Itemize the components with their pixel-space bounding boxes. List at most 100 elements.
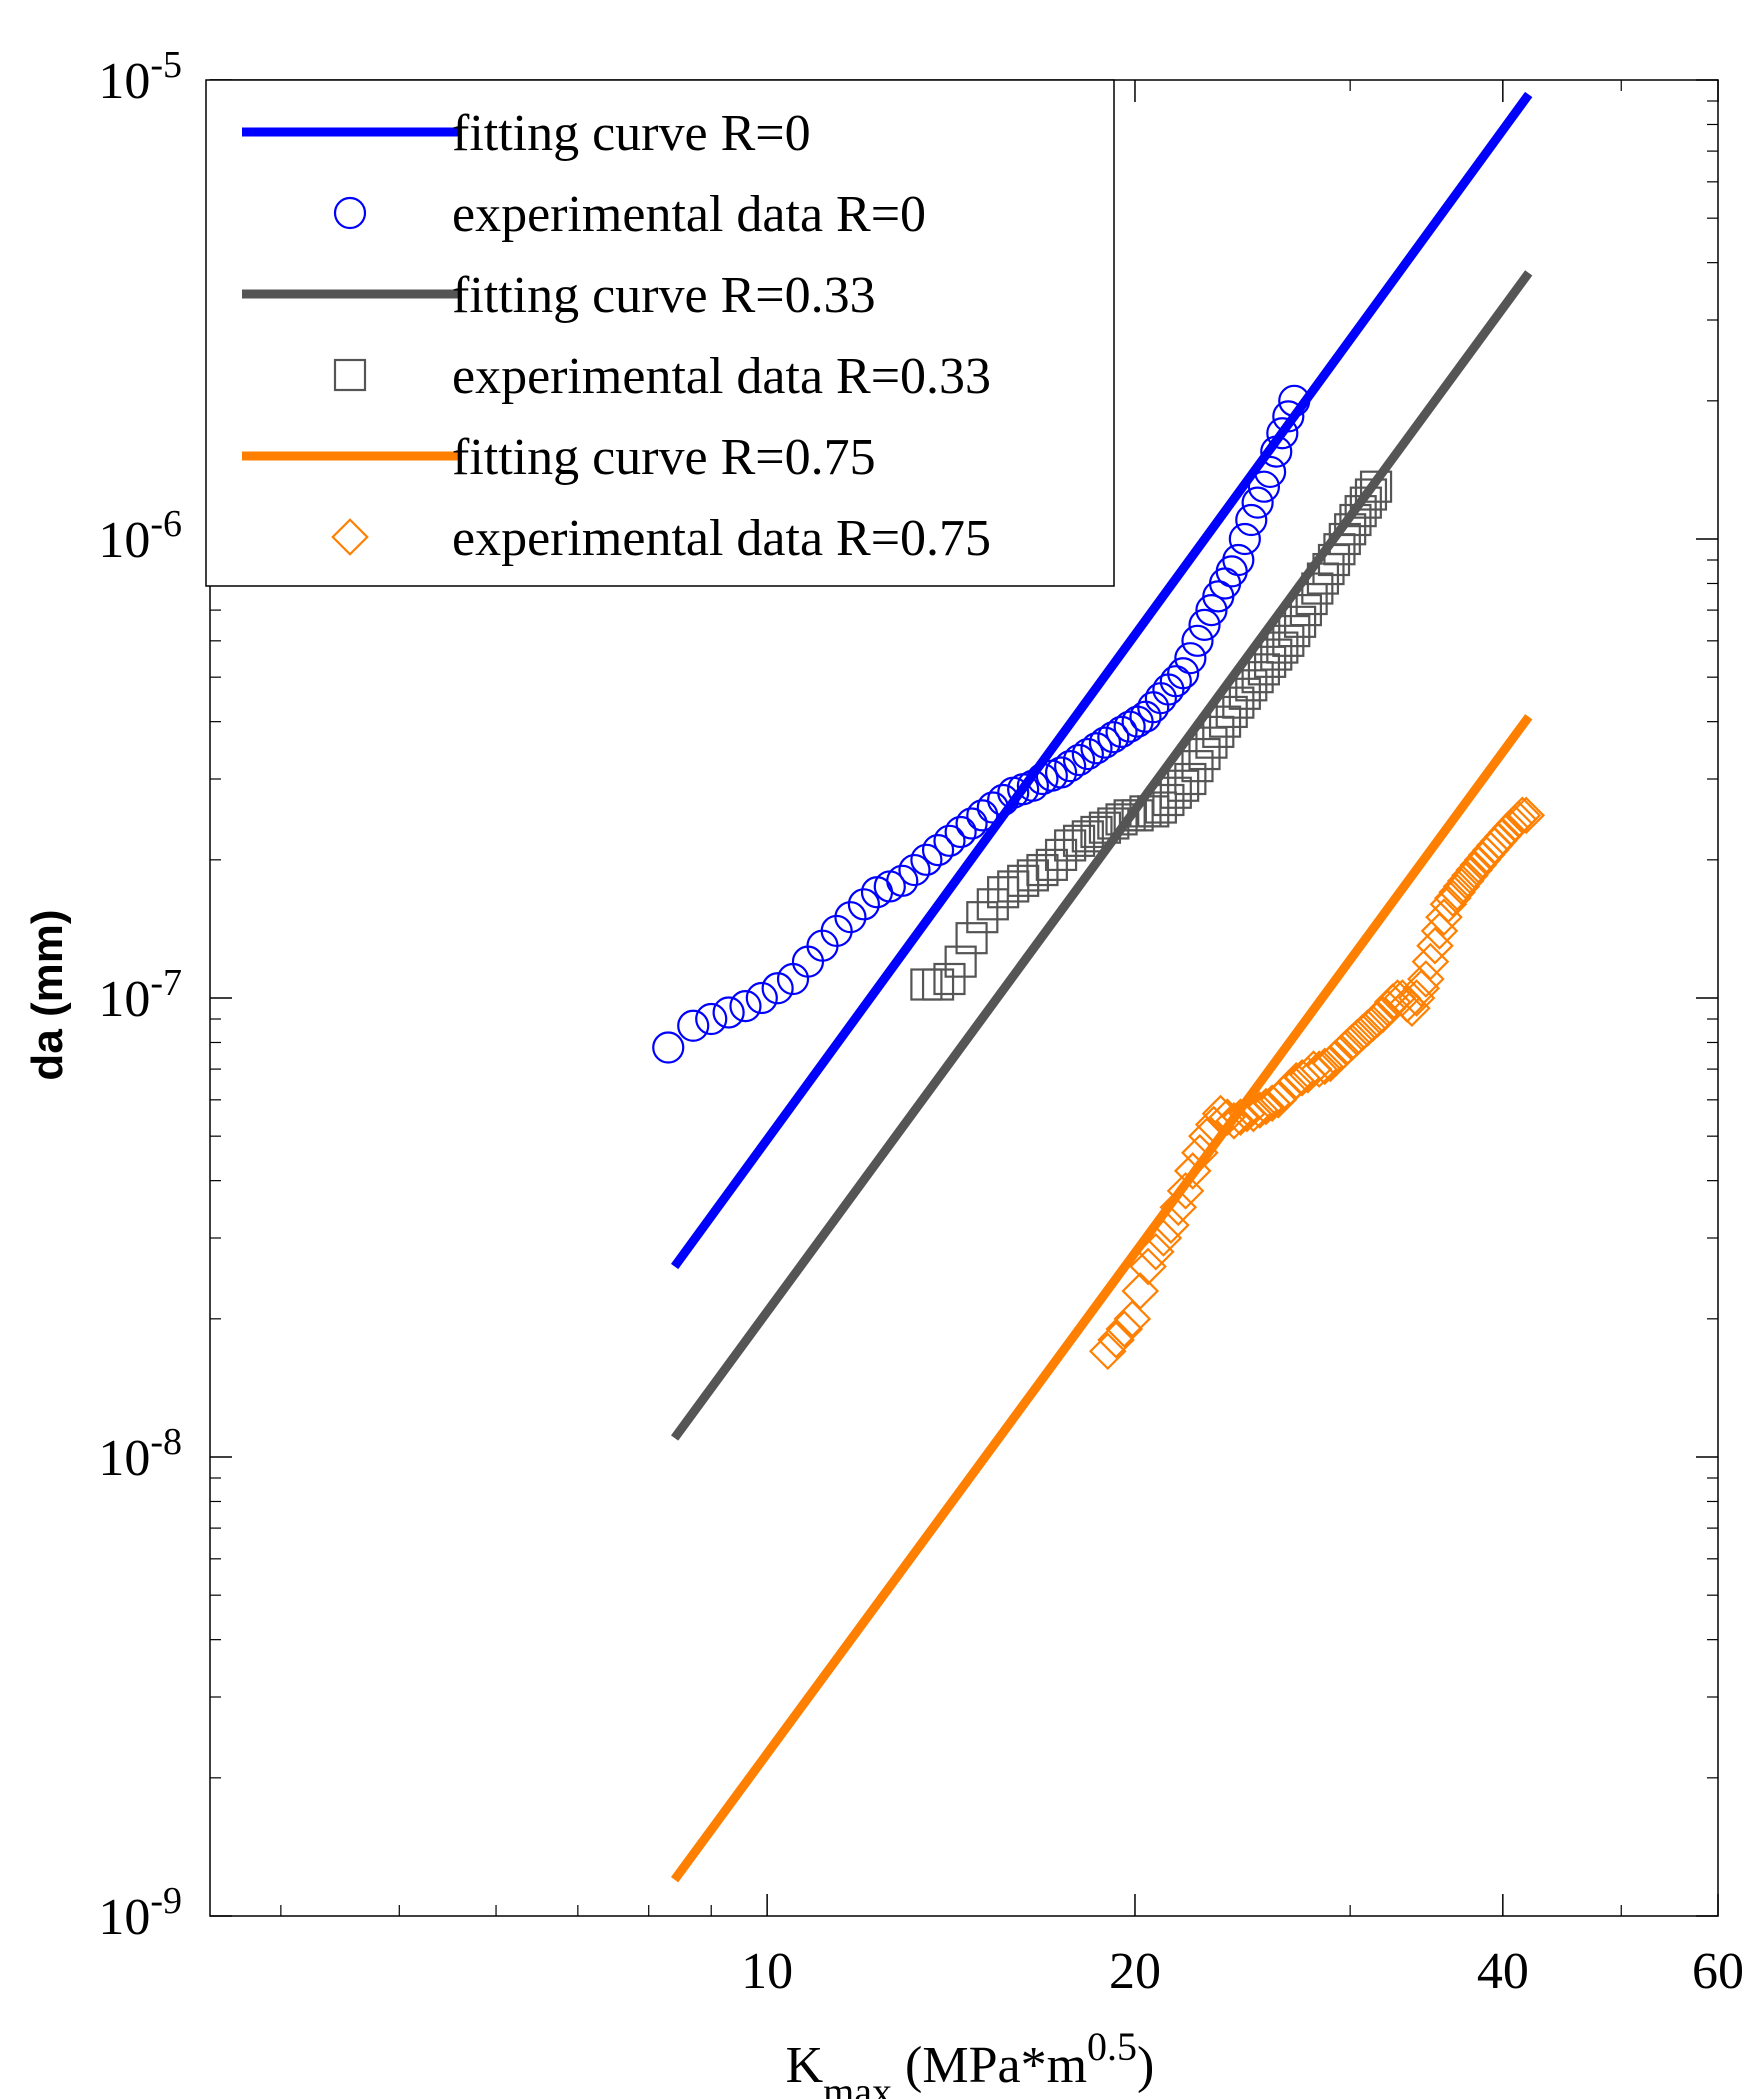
data-point-circle (712, 996, 745, 1029)
data-point-circle (1181, 624, 1214, 657)
data-point-square (1208, 705, 1242, 738)
data-point-diamond (1402, 969, 1441, 1008)
series-line-4 (670, 714, 1533, 1883)
y-tick-label: 10-8 (98, 1421, 182, 1487)
data-point-square (1097, 807, 1130, 840)
data-point-square (1228, 677, 1261, 710)
data-point-diamond (1113, 1300, 1152, 1338)
data-point-square (1312, 552, 1345, 586)
data-point-square (987, 876, 1020, 909)
data-point-circle (834, 901, 867, 934)
legend-label: fitting curve R=0.33 (452, 267, 876, 324)
y-tick-exp: -5 (150, 44, 182, 86)
data-point-square (1188, 737, 1221, 771)
data-point-circle (1159, 665, 1192, 698)
data-point-diamond (1188, 1117, 1226, 1155)
data-point-diamond (1240, 1091, 1279, 1129)
data-point-circle (1278, 384, 1311, 417)
data-point-circle (1105, 715, 1138, 748)
data-point-circle (1062, 743, 1096, 777)
data-point-diamond (1181, 1133, 1219, 1172)
data-point-square (1035, 848, 1068, 881)
y-tick-label: 10-6 (98, 503, 182, 569)
axes: 10-910-810-710-610-510 20 40 60 (98, 44, 1744, 2000)
y-tick-label: 10-9 (98, 1880, 182, 1946)
data-point-circle (1188, 608, 1221, 641)
data-point-square (1260, 638, 1293, 671)
data-point-square (1054, 829, 1087, 862)
data-point-square (1301, 572, 1334, 605)
data-point-square (921, 968, 955, 1001)
data-point-circle (1254, 455, 1287, 489)
data-point-diamond (1105, 1310, 1144, 1348)
data-point-diamond (1136, 1232, 1175, 1271)
y-tick-base: 10 (98, 53, 150, 110)
data-point-square (1071, 820, 1104, 853)
data-point-circle (1266, 417, 1299, 450)
series-line-0 (670, 91, 1533, 1270)
data-point-circle (1035, 759, 1068, 792)
series-line-2 (670, 270, 1533, 1441)
data-point-square (1202, 715, 1235, 748)
data-point-circle (1016, 769, 1049, 802)
legend-label: experimental data R=0.75 (452, 510, 991, 567)
data-point-square (1295, 582, 1328, 616)
data-point-diamond (1144, 1219, 1183, 1257)
x-axis-label-end: ) (1137, 2037, 1154, 2094)
data-point-square (976, 888, 1009, 921)
data-point-circle (1241, 486, 1274, 519)
data-point-circle (1113, 710, 1146, 743)
data-point-circle (1044, 756, 1078, 789)
data-point-circle (898, 853, 931, 887)
data-point-diamond (1221, 1098, 1260, 1136)
y-tick-label: 10-7 (98, 962, 182, 1028)
data-point-circle (695, 1002, 728, 1036)
data-point-square (966, 901, 999, 934)
data-point-square (1317, 543, 1351, 577)
legend-box (205, 79, 1115, 587)
legend-marker-swatch (333, 358, 367, 392)
y-tick-exp: -6 (150, 503, 182, 545)
x-axis-label-sub: max (823, 2069, 892, 2099)
data-point-circle (966, 799, 999, 832)
data-point-circle (910, 843, 943, 876)
legend-label: fitting curve R=0 (452, 105, 811, 162)
data-point-circle (729, 990, 762, 1023)
y-tick-base: 10 (98, 1430, 150, 1487)
data-point-circle (847, 888, 880, 921)
data-point-circle (1247, 470, 1281, 503)
data-point-circle (1054, 750, 1087, 783)
data-point-diamond (1088, 1332, 1127, 1371)
data-point-circle (652, 1031, 685, 1064)
data-point-square (997, 870, 1030, 903)
data-point-circle (820, 914, 853, 948)
data-point-square (1062, 824, 1096, 857)
x-axis-label: Kmax (MPa*m0.5) (786, 2024, 1155, 2099)
data-point-diamond (1507, 796, 1545, 835)
plot-area (652, 91, 1545, 1883)
data-point-square (1222, 686, 1255, 719)
data-point-circle (677, 1009, 710, 1042)
data-point-circle (955, 807, 988, 840)
y-tick-label: 10-5 (98, 44, 182, 110)
data-point-square (1215, 695, 1248, 729)
data-point-diamond (1300, 1050, 1339, 1088)
data-point-circle (1174, 642, 1207, 675)
data-point-circle (1222, 543, 1255, 577)
x-tick-label: 10 (741, 1943, 793, 2000)
data-point-square (1016, 859, 1049, 892)
y-tick-exp: -7 (150, 962, 182, 1004)
data-point-circle (944, 815, 977, 849)
y-tick-exp: -9 (150, 1880, 182, 1922)
data-point-diamond (1305, 1047, 1344, 1086)
legend-marker-swatch (333, 196, 367, 230)
data-point-square (1088, 811, 1122, 844)
x-axis-label-main: K (786, 2037, 824, 2094)
data-point-circle (921, 834, 955, 867)
data-point-circle (933, 824, 966, 857)
data-point-diamond (1121, 1272, 1160, 1310)
data-point-square (1284, 605, 1317, 638)
legend-label: fitting curve R=0.75 (452, 429, 876, 486)
data-point-circle (1097, 721, 1130, 754)
